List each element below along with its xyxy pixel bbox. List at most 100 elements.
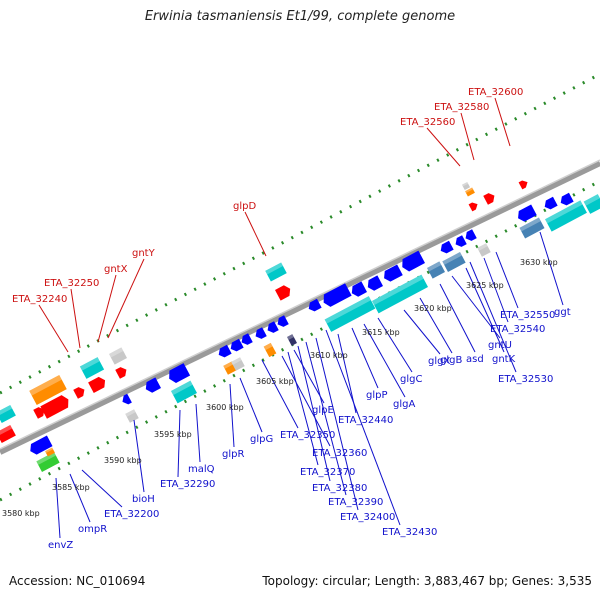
gene-feature-red [33,407,45,419]
accession-text: Accession: NC_010694 [9,574,146,588]
gene-feature-blue [367,275,383,291]
position-tick-label: 3630 kbp [520,258,558,267]
gene-feature-blue [544,196,558,210]
reverse-gene-label: gntU [488,340,512,351]
gene-feature-blue [308,298,322,312]
reverse-gene-label: glpG [250,434,273,445]
reverse-gene-label: bioH [132,494,155,505]
reverse-gene-label: glpE [312,405,334,416]
position-tick-label: 3610 kbp [310,351,348,360]
gene-feature-navy [287,334,297,346]
position-tick-label: 3605 kbp [256,377,294,386]
gene-feature-blue [323,283,352,307]
label-connectors [38,97,564,539]
gene-feature-blue [267,321,279,333]
genome-backbone [0,160,600,455]
gene-feature-blue [440,240,454,254]
gene-feature-blue [384,264,403,282]
gene-feature-steelblue [442,252,466,272]
reverse-gene-label: malQ [188,464,215,475]
forward-gene-label: ETA_32580 [434,102,489,113]
gene-feature-blue [402,250,425,272]
position-tick-label: 3615 kbp [362,328,400,337]
forward-gene-label: ETA_32250 [44,278,99,289]
forward-gene-label: glpD [233,201,256,212]
page-title: Erwinia tasmaniensis Et1/99, complete ge… [144,9,456,24]
gene-feature-blue [218,344,232,358]
forward-gene-label: gntY [132,248,156,259]
reverse-gene-label: glgC [400,374,422,385]
reverse-gene-label: ompR [78,524,107,535]
position-tick-label: 3585 kbp [52,483,90,492]
reverse-gene-label: ETA_32370 [300,467,355,478]
position-tick-label: 3625 kbp [466,281,504,290]
gene-feature-orange [263,342,277,358]
gene-feature-blue [351,281,367,297]
gene-feature-steelblue [427,261,445,279]
forward-gene-label: gntX [104,264,128,275]
gene-feature-cyan [545,200,587,232]
forward-gene-label: ETA_32240 [12,294,67,305]
position-tick-label: 3595 kbp [154,430,192,439]
reverse-gene-label: ETA_32390 [328,497,383,508]
gene-feature-red [40,395,69,419]
gene-feature-blue [277,315,289,327]
gene-feature-red [115,367,127,379]
gene-feature-red [275,285,291,301]
reverse-gene-label: glgA [393,399,415,410]
gene-feature-red [88,376,106,394]
gene-feature-blue [560,192,574,206]
gene-feature-cyan [583,194,600,214]
gene-feature-steelblue [519,217,545,239]
gene-labels: 3580 kbp 3585 kbp 3590 kbp 3595 kbp 3600 kbp… [2,87,571,551]
gene-feature-blue [30,435,53,455]
gene-feature-cyan [79,357,105,379]
reverse-gene-label: ETA_32290 [160,479,215,490]
gene-feature-grey [231,357,245,371]
gene-feature-red [0,424,16,444]
gene-feature-red [468,202,478,212]
reverse-gene-label: ETA_32550 [500,310,555,321]
gene-feature-red [483,193,495,205]
reverse-gene-label: ETA_32200 [104,509,159,520]
gene-feature-grey [461,181,471,191]
reverse-gene-label: ETA_32530 [498,374,553,385]
reverse-gene-label: ETA_32350 [280,430,335,441]
gene-feature-cyan [371,274,429,314]
reverse-gene-label: ETA_32380 [312,483,367,494]
reverse-gene-label: glgB [440,355,462,366]
gene-feature-blue [169,363,191,383]
reverse-gene-label: glgX [428,356,450,367]
gene-feature-cyan [171,380,197,404]
reverse-gene-label: envZ [48,540,73,551]
reverse-gene-label: ETA_32540 [490,324,545,335]
gene-feature-orange [45,447,55,457]
gene-feature-blue [518,204,537,222]
reverse-gene-label: ETA_32360 [312,448,367,459]
reverse-gene-label: ggt [554,307,571,318]
position-tick-label: 3580 kbp [2,509,40,518]
reverse-gene-label: ETA_32400 [340,512,395,523]
gene-feature-orange [465,187,475,197]
gene-feature-green [36,452,60,472]
gene-feature-grey [477,243,491,257]
reverse-gene-label: asd [466,354,484,365]
gene-features [0,180,600,472]
position-tick-label: 3590 kbp [104,456,142,465]
position-tick-label: 3620 kbp [414,304,452,313]
gene-feature-red [73,387,85,399]
gene-feature-blue [230,338,244,352]
forward-gene-label: ETA_32560 [400,117,455,128]
position-tick-label: 3600 kbp [206,403,244,412]
gene-feature-blue [241,333,253,345]
gene-feature-blue [145,377,161,393]
gene-feature-cyan [265,262,287,282]
gene-feature-grey [109,347,127,365]
reverse-gene-label: ETA_32430 [382,527,437,538]
gene-feature-blue [122,393,132,405]
gene-feature-blue [455,235,467,247]
reverse-gene-label: glpR [222,449,244,460]
reverse-gene-label: gntK [492,354,516,365]
gene-feature-blue [255,327,267,339]
